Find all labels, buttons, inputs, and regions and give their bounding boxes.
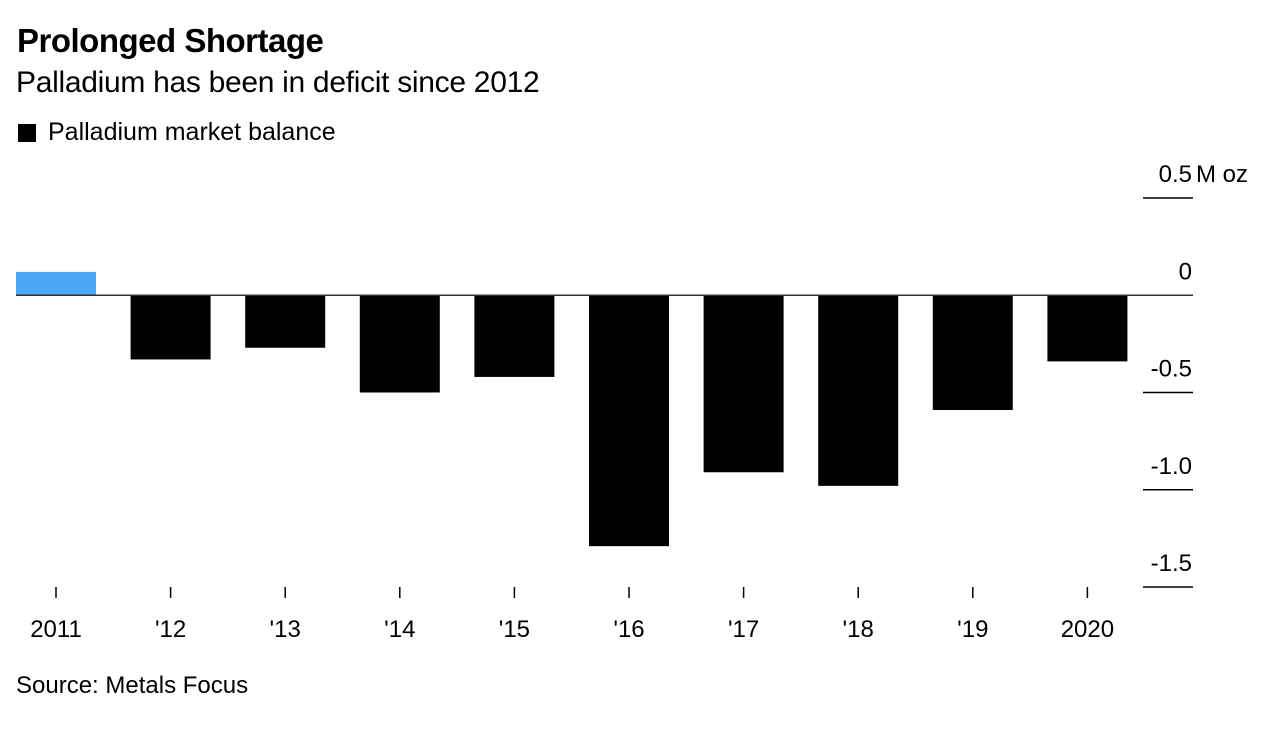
- bar: [474, 295, 555, 377]
- source-note: Source: Metals Focus: [16, 672, 249, 699]
- x-tick-label: '13: [270, 616, 301, 643]
- y-unit-label: M oz: [1196, 161, 1248, 188]
- legend: Palladium market balance: [18, 118, 336, 147]
- bar: [932, 295, 1013, 411]
- x-tick-label: 2011: [30, 616, 82, 643]
- y-tick-label: -1.5: [1151, 550, 1192, 577]
- x-tick-label: '15: [499, 616, 530, 643]
- chart-title: Prolonged Shortage: [17, 22, 324, 59]
- bar: [818, 295, 899, 486]
- bar: [1047, 295, 1128, 362]
- y-tick-label: -1.0: [1151, 453, 1192, 480]
- bar: [589, 295, 669, 547]
- x-tick-label: '19: [957, 616, 988, 643]
- legend-label: Palladium market balance: [48, 118, 336, 146]
- y-tick-label: 0.5: [1159, 161, 1192, 188]
- x-tick-label: '17: [728, 616, 759, 643]
- y-tick-label: -0.5: [1151, 356, 1192, 383]
- bar: [703, 295, 784, 473]
- x-tick-label: '12: [155, 616, 186, 643]
- x-tick-label: '18: [843, 616, 874, 643]
- x-tick-label: 2020: [1061, 616, 1114, 643]
- bar: [16, 271, 96, 296]
- bar: [130, 295, 211, 360]
- legend-swatch: [18, 123, 36, 142]
- chart-subtitle: Palladium has been in deficit since 2012: [16, 66, 540, 99]
- bar: [245, 295, 326, 348]
- x-tick-label: '16: [613, 616, 644, 643]
- x-tick-label: '14: [384, 616, 415, 643]
- bar: [359, 295, 440, 393]
- y-tick-label: 0: [1179, 258, 1192, 285]
